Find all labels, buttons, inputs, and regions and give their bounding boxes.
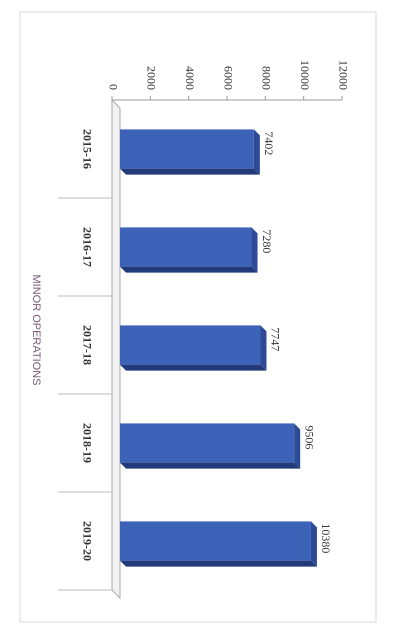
y-tick-label: 6000 (221, 66, 235, 90)
value-label: 7280 (260, 229, 274, 253)
x-tick-label: 2018-19 (80, 423, 94, 463)
x-tick-label: 2017-18 (80, 325, 94, 365)
axis-title: MINOR OPERATIONS (30, 274, 42, 385)
x-tick-label: 2019-20 (80, 521, 94, 561)
value-label: 7402 (262, 131, 276, 155)
chart-frame (19, 11, 377, 623)
y-tick-label: 12000 (336, 60, 350, 90)
value-label: 9506 (302, 425, 316, 449)
bar-end (251, 227, 258, 273)
bar-end (294, 423, 301, 469)
y-tick-label: 2000 (145, 66, 159, 90)
x-tick-label: 2015-16 (80, 129, 94, 169)
bar-side (120, 462, 301, 469)
y-tick-label: 10000 (298, 60, 312, 90)
bar (120, 521, 311, 561)
bar-end (253, 129, 260, 175)
y-tick-label: 0 (106, 84, 120, 90)
y-tick-label: 4000 (183, 66, 197, 90)
bar-end (310, 521, 317, 567)
y-tick-label: 8000 (260, 66, 274, 90)
bar (120, 227, 252, 267)
bar-end (260, 325, 267, 371)
bar-side (120, 364, 267, 371)
bar-side (120, 266, 258, 273)
bar (120, 423, 295, 463)
bar (120, 129, 254, 169)
bar (120, 325, 261, 365)
x-tick-label: 2016-17 (80, 227, 94, 267)
value-label: 10380 (319, 523, 333, 553)
value-label: 7747 (269, 327, 283, 351)
bar-side (120, 560, 317, 567)
floor (111, 98, 121, 600)
bar-side (120, 168, 260, 175)
